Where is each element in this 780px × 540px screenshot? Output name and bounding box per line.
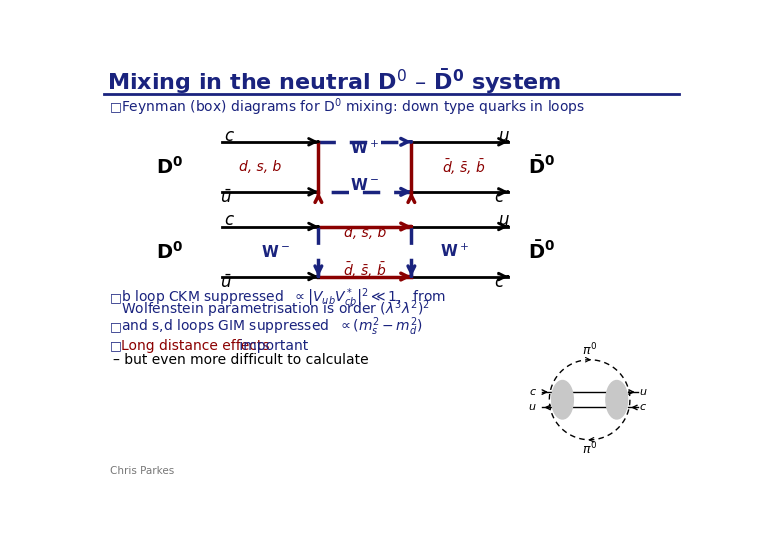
Text: $\bar{d}$, $\bar{s}$, $\bar{b}$: $\bar{d}$, $\bar{s}$, $\bar{b}$ (442, 157, 486, 177)
Text: $\mathbf{D^0}$: $\mathbf{D^0}$ (156, 156, 183, 178)
Text: $\mathbf{D^0}$: $\mathbf{D^0}$ (156, 241, 183, 262)
Text: u: u (640, 387, 646, 397)
Text: □: □ (110, 320, 122, 333)
Text: $\bar{u}$: $\bar{u}$ (220, 274, 232, 292)
Text: and s,d loops GIM suppressed  $\propto(m_s^2-m_d^2)$: and s,d loops GIM suppressed $\propto(m_… (121, 315, 423, 338)
Text: Mixing in the neutral D$^0$ – $\mathbf{\bar{D}^0}$ system: Mixing in the neutral D$^0$ – $\mathbf{\… (107, 68, 562, 96)
Text: b loop CKM suppressed  $\propto\left|V_{ub}V_{cb}^*\right|^2 \ll 1,$  from: b loop CKM suppressed $\propto\left|V_{u… (121, 286, 446, 309)
Text: W$^-$: W$^-$ (261, 244, 290, 260)
Text: $\bar{u}$: $\bar{u}$ (220, 189, 232, 207)
Text: □: □ (110, 100, 122, 113)
Text: c: c (224, 127, 233, 145)
Text: Feynman (box) diagrams for D$^0$ mixing: down type quarks in loops: Feynman (box) diagrams for D$^0$ mixing:… (121, 96, 585, 118)
Text: W$^+$: W$^+$ (350, 140, 379, 157)
Text: Wolfenstein parametrisation is order $(\lambda^3\lambda^2)^2$: Wolfenstein parametrisation is order $(\… (121, 299, 430, 320)
Text: – but even more difficult to calculate: – but even more difficult to calculate (113, 354, 369, 368)
Text: u: u (498, 127, 509, 145)
Text: important: important (236, 339, 309, 353)
Text: u: u (498, 211, 509, 230)
Text: $\bar{c}$: $\bar{c}$ (495, 189, 505, 207)
Text: u: u (528, 402, 535, 413)
Text: $\mathbf{\bar{D}^0}$: $\mathbf{\bar{D}^0}$ (527, 156, 555, 178)
Text: Chris Parkes: Chris Parkes (110, 465, 174, 476)
Text: W$^-$: W$^-$ (350, 177, 379, 193)
Text: W$^+$: W$^+$ (440, 243, 469, 260)
Text: Long distance effects: Long distance effects (121, 339, 269, 353)
Text: $\bar{c}$: $\bar{c}$ (495, 274, 505, 292)
Text: d, s, b: d, s, b (239, 160, 282, 174)
Ellipse shape (551, 381, 573, 419)
Text: $\pi^0$: $\pi^0$ (582, 342, 597, 359)
Text: d, s, b: d, s, b (344, 226, 386, 240)
Text: $\bar{d}$, $\bar{s}$, $\bar{b}$: $\bar{d}$, $\bar{s}$, $\bar{b}$ (343, 260, 387, 280)
Text: c: c (224, 211, 233, 230)
Text: □: □ (110, 291, 122, 304)
Text: $\pi^0$: $\pi^0$ (582, 441, 597, 457)
Ellipse shape (606, 381, 628, 419)
Text: □: □ (110, 339, 122, 353)
Text: c: c (640, 402, 645, 413)
Text: c: c (530, 387, 535, 397)
Text: $\mathbf{\bar{D}^0}$: $\mathbf{\bar{D}^0}$ (527, 240, 555, 262)
